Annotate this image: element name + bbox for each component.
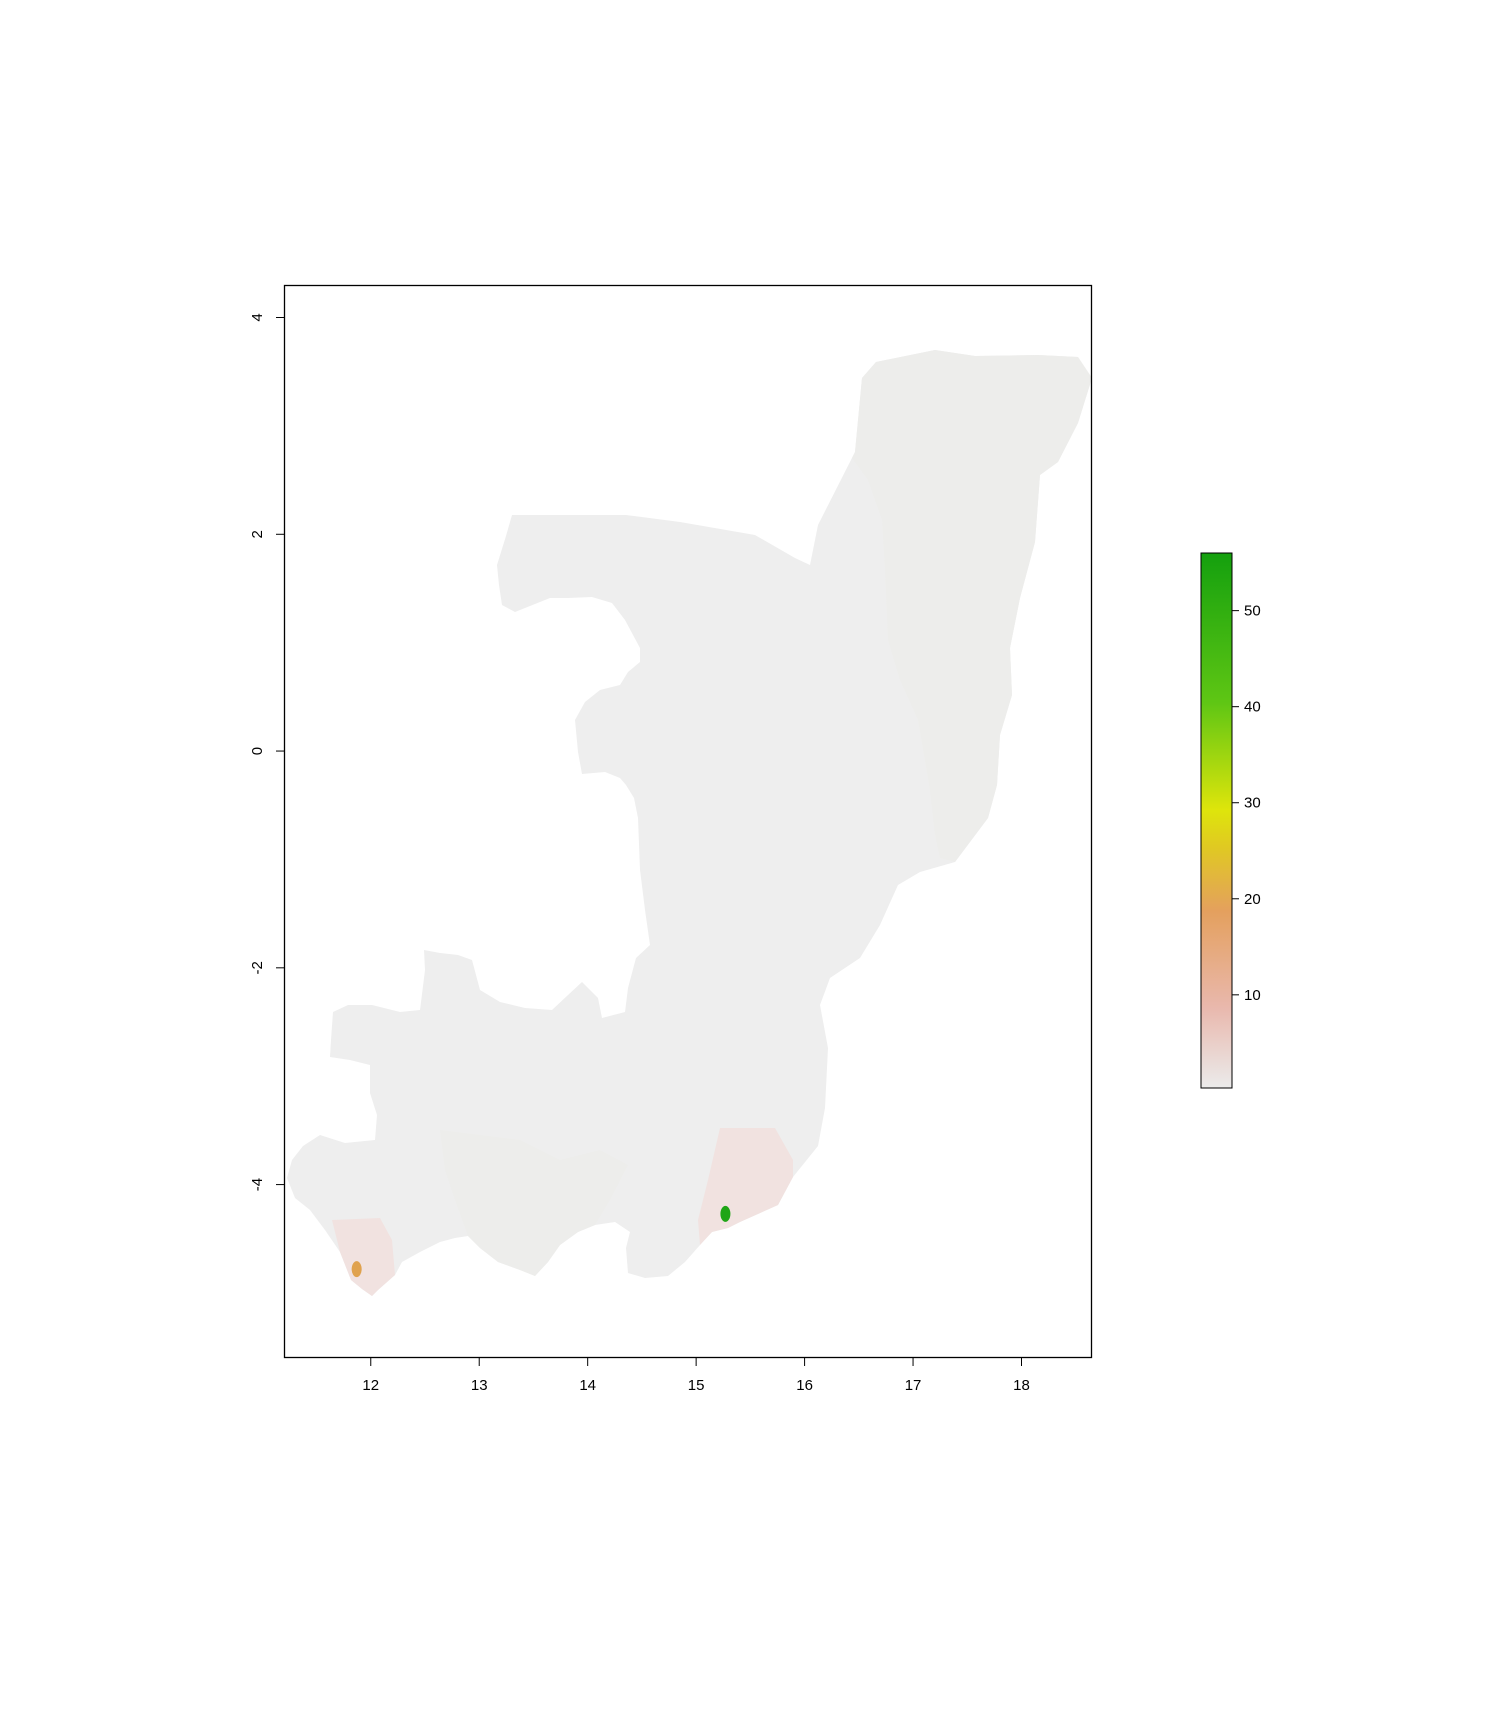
southwest-pinkish-region <box>332 1218 395 1296</box>
legend-tick-label: 50 <box>1244 603 1261 620</box>
legend-ticks: 10 20 30 40 50 <box>1232 603 1261 1004</box>
x-tick-label: 16 <box>796 1377 813 1394</box>
legend-bar <box>1200 552 1233 1089</box>
y-tick-label: 2 <box>249 530 266 538</box>
x-axis: 12 13 14 15 16 17 18 <box>362 1358 1030 1394</box>
central-south-region <box>440 1130 628 1276</box>
y-tick-label: -2 <box>249 961 266 974</box>
legend-tick-label: 30 <box>1244 795 1261 812</box>
plot-frame <box>283 284 1093 1359</box>
y-tick-label: -4 <box>249 1178 266 1191</box>
map-panel <box>287 350 1092 1296</box>
x-tick-label: 15 <box>688 1377 705 1394</box>
color-legend: 10 20 30 40 50 <box>1200 552 1261 1089</box>
hotspot-green <box>720 1205 731 1222</box>
x-tick-label: 17 <box>905 1377 922 1394</box>
x-tick-label: 12 <box>362 1377 379 1394</box>
y-axis: 4 2 0 -2 -4 <box>249 313 284 1191</box>
hotspot-orange <box>351 1261 362 1278</box>
x-tick-label: 13 <box>471 1377 488 1394</box>
east-region <box>852 350 1092 862</box>
x-tick-label: 14 <box>579 1377 596 1394</box>
y-tick-label: 0 <box>249 747 266 755</box>
legend-tick-label: 20 <box>1244 891 1261 908</box>
highlight-layer <box>351 1205 731 1278</box>
y-tick-label: 4 <box>249 313 266 321</box>
legend-tick-label: 40 <box>1244 699 1261 716</box>
x-tick-label: 18 <box>1013 1377 1030 1394</box>
legend-tick-label: 10 <box>1244 987 1261 1004</box>
